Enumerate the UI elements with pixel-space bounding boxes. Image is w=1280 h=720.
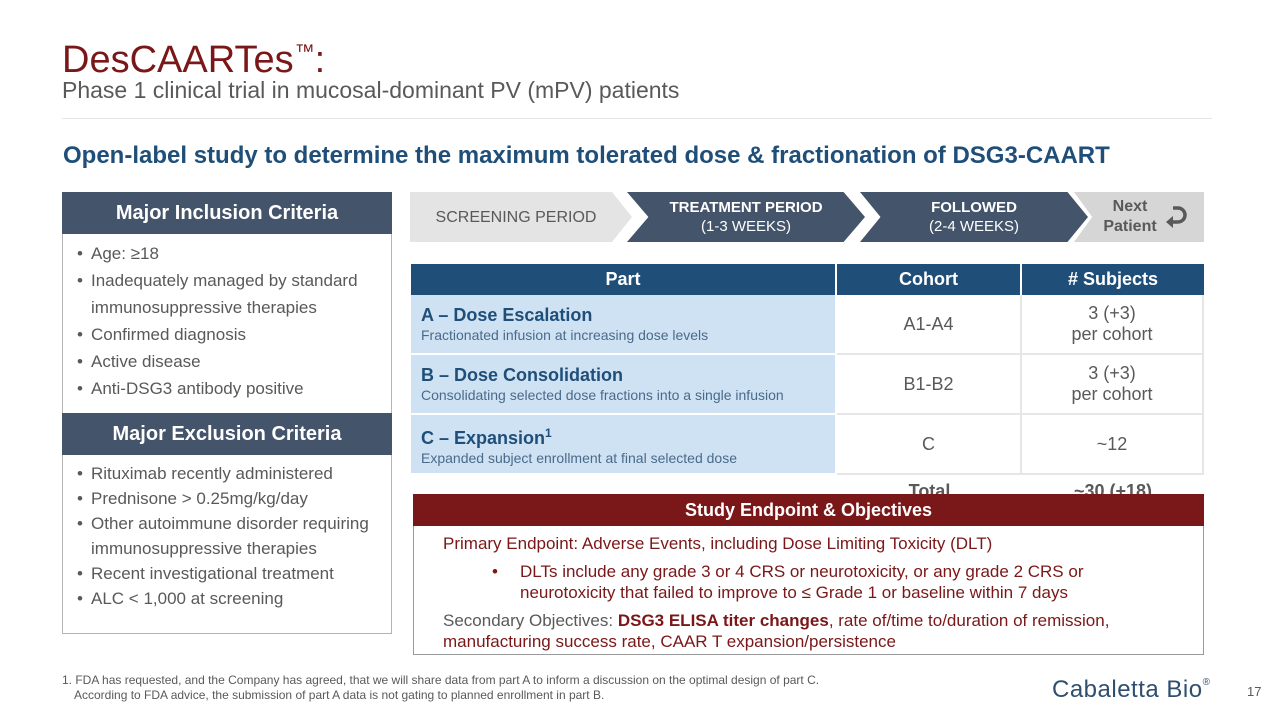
screening-period-label: SCREENING PERIOD	[435, 208, 597, 226]
exclusion-criteria-panel: Rituximab recently administered Predniso…	[62, 455, 392, 634]
table-row: A – Dose Escalation Fractionated infusio…	[411, 295, 1204, 355]
secondary-colon: :	[608, 611, 618, 630]
subjects-unit: per cohort	[1071, 324, 1153, 344]
list-item: Active disease	[77, 348, 381, 375]
dose-cohort-table: Part Cohort # Subjects A – Dose Escalati…	[411, 264, 1204, 507]
endpoint-heading: Study Endpoint & Objectives	[413, 494, 1204, 526]
part-cell: A – Dose Escalation Fractionated infusio…	[411, 295, 837, 355]
title-text: DesCAARTes	[62, 39, 294, 81]
part-cell: C – Expansion1 Expanded subject enrollme…	[411, 415, 837, 475]
header-divider	[62, 118, 1212, 119]
bullet-icon: •	[492, 562, 498, 581]
next-patient-line2: Patient	[1103, 218, 1157, 235]
cohort-cell: C	[837, 415, 1022, 475]
list-item: Recent investigational treatment	[77, 561, 381, 586]
list-item: Prednisone > 0.25mg/kg/day	[77, 486, 381, 511]
column-header-cohort: Cohort	[837, 264, 1022, 295]
cohort-cell: B1-B2	[837, 355, 1022, 415]
page-number: 17	[1247, 684, 1262, 699]
primary-endpoint: Primary Endpoint: Adverse Events, includ…	[443, 533, 992, 554]
treatment-period-step: TREATMENT PERIOD (1-3 WEEKS)	[627, 192, 865, 242]
secondary-objectives: Secondary Objectives: DSG3 ELISA titer c…	[443, 610, 1163, 652]
secondary-objectives-label: Secondary Objectives	[443, 611, 609, 630]
dlt-definition: • DLTs include any grade 3 or 4 CRS or ne…	[492, 561, 1160, 603]
study-headline: Open-label study to determine the maximu…	[63, 142, 1110, 169]
list-item: ALC < 1,000 at screening	[77, 586, 381, 611]
primary-endpoint-label: Primary Endpoint:	[443, 534, 579, 553]
part-description: Consolidating selected dose fractions in…	[421, 387, 784, 403]
list-item: Other autoimmune disorder requiring immu…	[77, 511, 381, 561]
subjects-count: 3 (+3)	[1088, 363, 1136, 383]
company-logo: Cabaletta Bio®	[1052, 676, 1210, 704]
title-colon: :	[314, 39, 326, 81]
table-row: B – Dose Consolidation Consolidating sel…	[411, 355, 1204, 415]
exclusion-criteria-heading: Major Exclusion Criteria	[62, 413, 392, 455]
subjects-unit: per cohort	[1071, 384, 1153, 404]
footnote-marker: 1	[545, 425, 552, 440]
subjects-count: 3 (+3)	[1088, 303, 1136, 323]
part-title-text: C – Expansion	[421, 427, 546, 448]
registered-mark: ®	[1202, 677, 1211, 688]
primary-endpoint-text: Adverse Events, including Dose Limiting …	[578, 534, 993, 553]
inclusion-criteria-heading: Major Inclusion Criteria	[62, 192, 392, 234]
secondary-highlight: DSG3 ELISA titer changes	[617, 611, 829, 630]
part-description: Fractionated infusion at increasing dose…	[421, 327, 709, 343]
followed-duration: (2-4 WEEKS)	[928, 218, 1019, 235]
part-description: Expanded subject enrollment at final sel…	[421, 449, 737, 466]
list-item: Confirmed diagnosis	[77, 321, 381, 348]
screening-period-step: SCREENING PERIOD	[410, 192, 632, 242]
dlt-definition-text: DLTs include any grade 3 or 4 CRS or neu…	[520, 562, 1084, 602]
part-title: C – Expansion1	[421, 422, 825, 449]
treatment-period-label: TREATMENT PERIOD (1-3 WEEKS)	[669, 198, 822, 236]
followed-label: FOLLOWED (2-4 WEEKS)	[929, 198, 1019, 236]
part-title: B – Dose Consolidation	[421, 365, 624, 385]
followed-title: FOLLOWED	[931, 199, 1017, 216]
logo-text: Cabaletta Bio	[1052, 676, 1203, 703]
table-header-row: Part Cohort # Subjects	[411, 264, 1204, 295]
part-title: A – Dose Escalation	[421, 305, 593, 325]
list-item: Anti-DSG3 antibody positive	[77, 375, 381, 402]
column-header-subjects: # Subjects	[1022, 264, 1204, 295]
subjects-count: ~12	[1096, 433, 1128, 454]
subjects-cell: ~12	[1022, 415, 1204, 475]
cohort-cell: A1-A4	[837, 295, 1022, 355]
table-row: C – Expansion1 Expanded subject enrollme…	[411, 415, 1204, 475]
part-cell: B – Dose Consolidation Consolidating sel…	[411, 355, 837, 415]
list-item: Rituximab recently administered	[77, 461, 381, 486]
list-item: Age: ≥18	[77, 240, 381, 267]
treatment-period-title: TREATMENT PERIOD	[669, 199, 823, 216]
trademark-mark: ™	[294, 41, 315, 63]
subjects-cell: 3 (+3) per cohort	[1022, 355, 1204, 415]
inclusion-criteria-panel: Age: ≥18 Inadequately managed by standar…	[62, 234, 392, 414]
subjects-cell: 3 (+3) per cohort	[1022, 295, 1204, 355]
footnote: 1. FDA has requested, and the Company ha…	[62, 673, 819, 703]
page-title: DesCAARTes™:	[62, 30, 325, 82]
endpoint-panel: Primary Endpoint: Adverse Events, includ…	[413, 526, 1204, 655]
next-patient-label: Next Patient	[1103, 197, 1156, 237]
treatment-period-duration: (1-3 WEEKS)	[700, 218, 791, 235]
list-item: Inadequately managed by standard immunos…	[77, 267, 381, 321]
secondary-objectives-text: , rate of/time to/duration of remission,…	[443, 611, 1110, 651]
inclusion-criteria-list: Age: ≥18 Inadequately managed by standar…	[63, 234, 391, 402]
followed-step: FOLLOWED (2-4 WEEKS)	[860, 192, 1088, 242]
exclusion-criteria-list: Rituximab recently administered Predniso…	[63, 455, 391, 611]
return-arrow-icon	[1165, 206, 1187, 228]
page-subtitle: Phase 1 clinical trial in mucosal-domina…	[62, 77, 680, 103]
column-header-part: Part	[411, 264, 837, 295]
next-patient-line1: Next	[1112, 198, 1148, 215]
footnote-line-1: 1. FDA has requested, and the Company ha…	[62, 673, 820, 687]
next-patient-step: Next Patient	[1074, 192, 1204, 242]
footnote-line-2: According to FDA advice, the submission …	[74, 688, 605, 702]
